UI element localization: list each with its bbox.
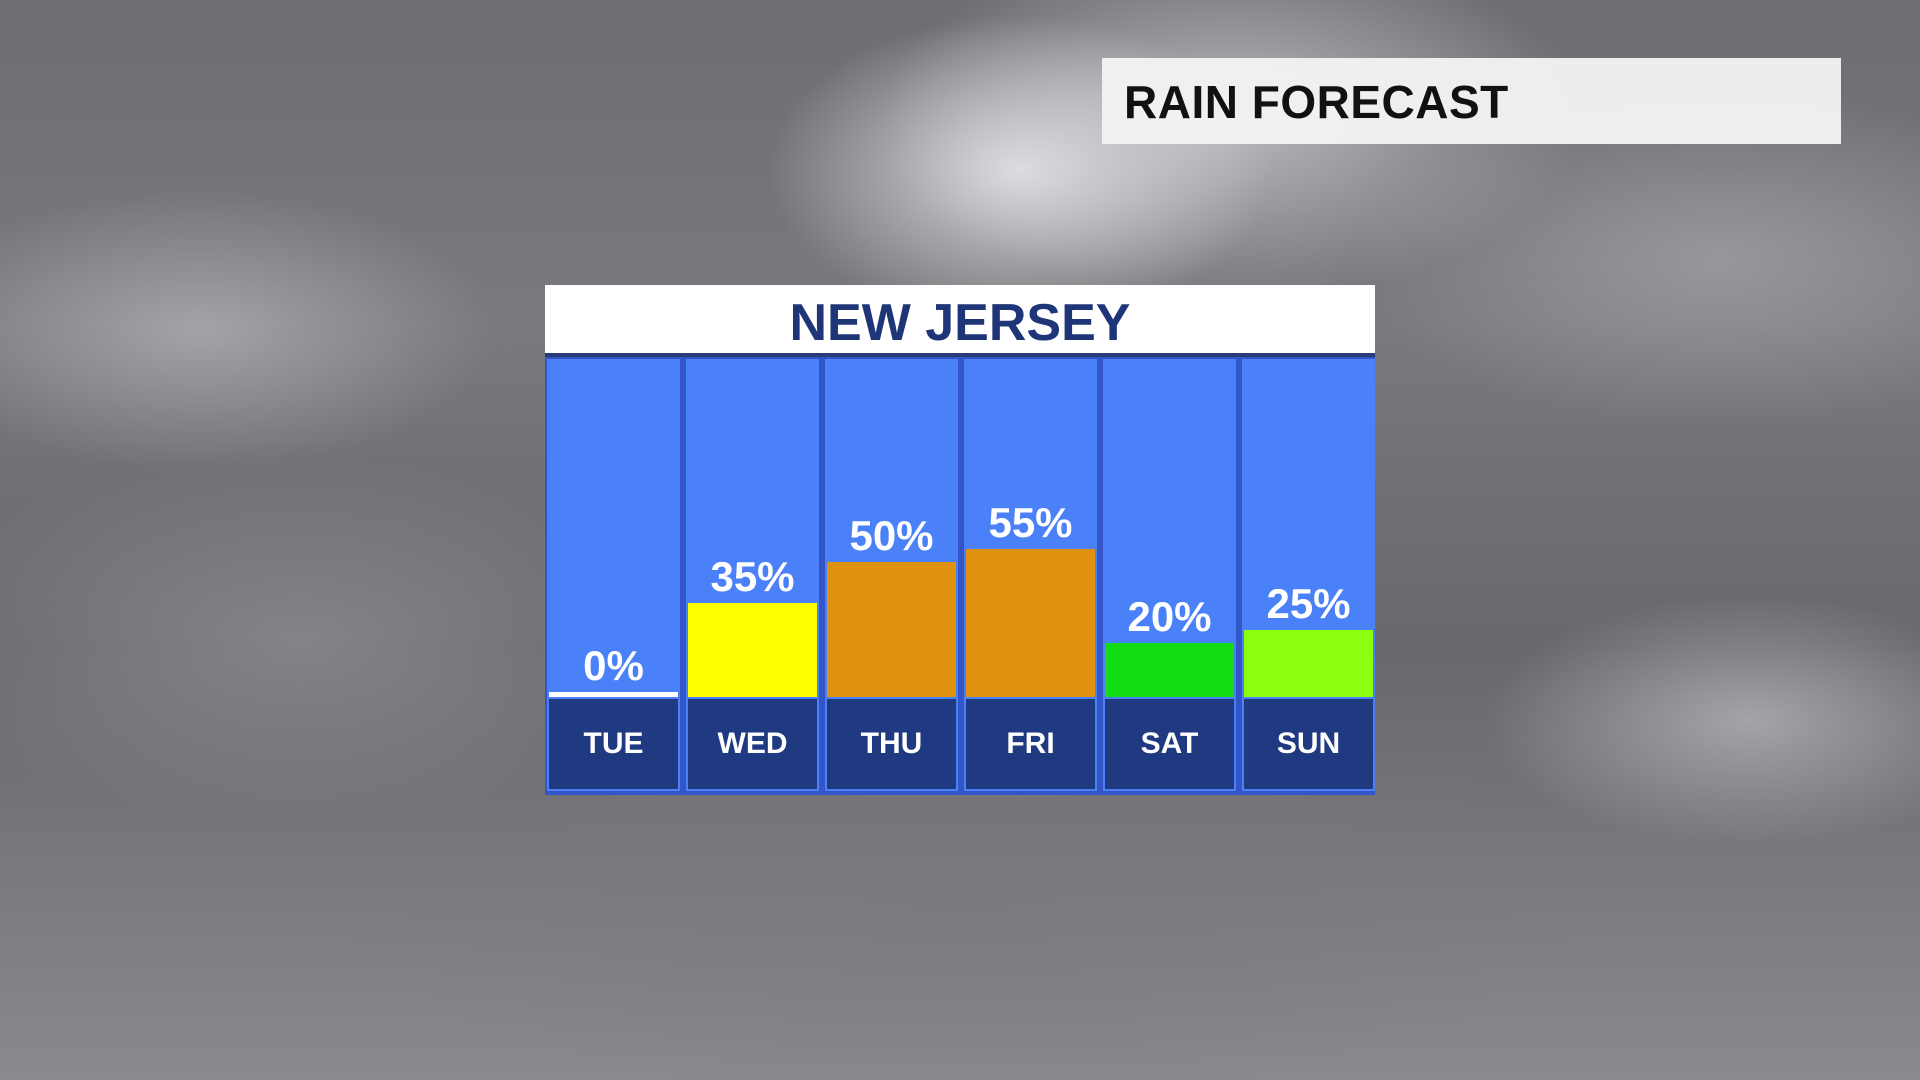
day-column-sat: 20% SAT bbox=[1103, 359, 1236, 791]
value-label-fri: 55% bbox=[988, 498, 1073, 546]
value-label-sat: 20% bbox=[1127, 593, 1212, 640]
rain-forecast-banner: RAIN FORECAST bbox=[1102, 58, 1841, 144]
value-label-tue: 0% bbox=[583, 642, 644, 689]
value-label-wed: 35% bbox=[710, 552, 795, 600]
forecast-chart-panel: NEW JERSEY 0% TUE 35% WED 50% THU 55% FRI 20% SAT… bbox=[545, 285, 1375, 795]
chart-columns: 0% TUE 35% WED 50% THU 55% FRI 20% SAT 25% SUN bbox=[545, 357, 1375, 795]
day-column-wed: 35% WED bbox=[686, 359, 819, 791]
rain-bar-fri bbox=[966, 548, 1095, 697]
day-label-wed: WED bbox=[688, 699, 817, 789]
day-label-sun: SUN bbox=[1244, 699, 1373, 789]
chart-title: NEW JERSEY bbox=[789, 294, 1131, 352]
value-label-sun: 25% bbox=[1266, 579, 1351, 627]
chart-header: NEW JERSEY bbox=[545, 285, 1375, 357]
day-column-sun: 25% SUN bbox=[1242, 359, 1375, 791]
day-label-tue: TUE bbox=[549, 699, 678, 789]
day-column-tue: 0% TUE bbox=[547, 359, 680, 791]
rain-bar-sun bbox=[1244, 629, 1373, 697]
page-title: RAIN FORECAST bbox=[1124, 76, 1509, 128]
rain-bar-sat bbox=[1105, 643, 1234, 697]
day-column-fri: 55% FRI bbox=[964, 359, 1097, 791]
rain-bar-thu bbox=[827, 562, 956, 697]
rain-bar-tue bbox=[549, 692, 678, 697]
rain-bar-wed bbox=[688, 602, 817, 697]
day-label-sat: SAT bbox=[1105, 699, 1234, 789]
day-label-thu: THU bbox=[827, 699, 956, 789]
day-label-fri: FRI bbox=[966, 699, 1095, 789]
day-column-thu: 50% THU bbox=[825, 359, 958, 791]
value-label-thu: 50% bbox=[849, 512, 934, 559]
